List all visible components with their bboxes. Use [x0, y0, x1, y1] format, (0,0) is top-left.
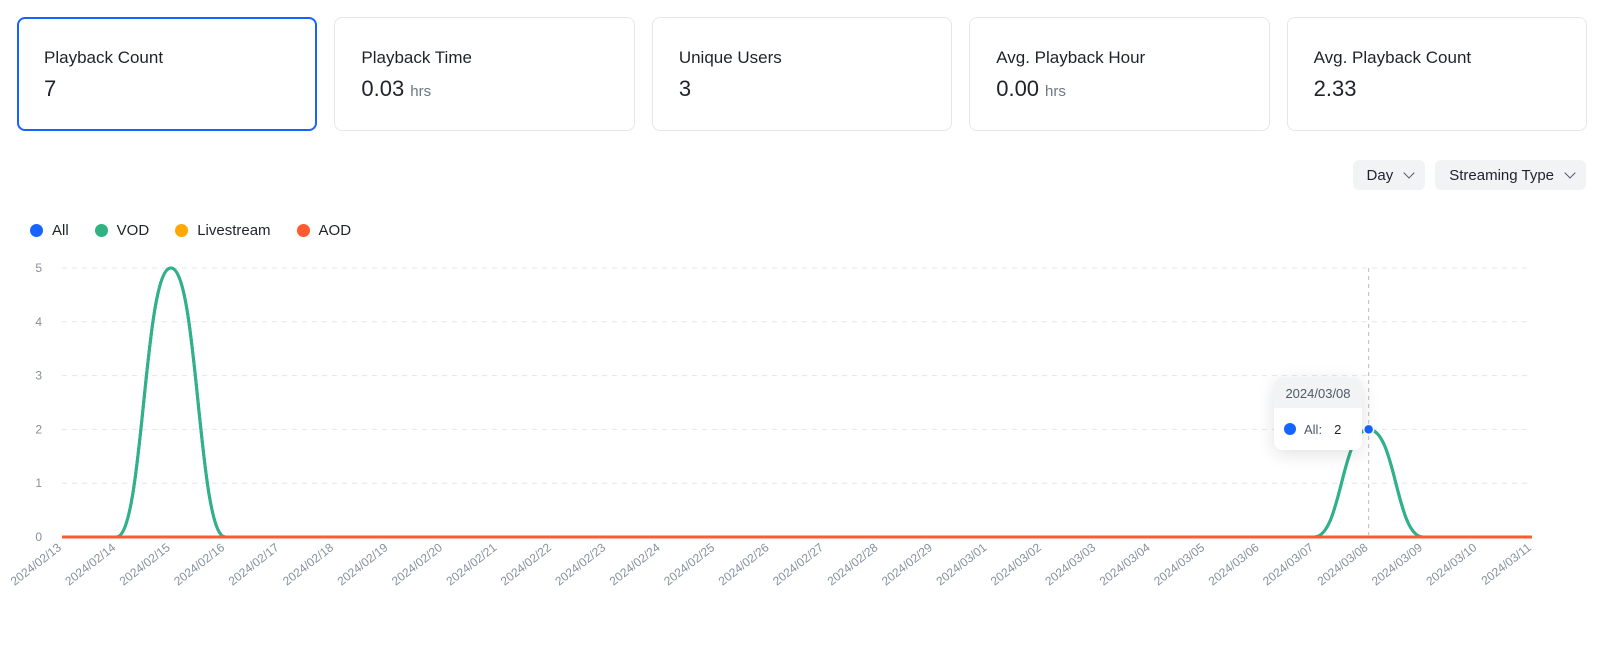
x-tick-label: 2024/03/11 — [1479, 540, 1535, 588]
card-avg-playback-count[interactable]: Avg. Playback Count 2.33 — [1286, 17, 1588, 131]
x-tick-label: 2024/03/06 — [1206, 540, 1262, 588]
tooltip-row: All: 2 — [1274, 408, 1362, 450]
x-tick-label: 2024/02/24 — [607, 540, 663, 588]
x-tick-label: 2024/02/13 — [8, 540, 64, 588]
tooltip-series-label: All: — [1304, 421, 1323, 437]
card-value: 7 — [44, 76, 290, 102]
card-unit: hrs — [410, 83, 432, 100]
legend-item-all[interactable]: All — [30, 222, 69, 239]
streaming-type-select[interactable]: Streaming Type — [1435, 160, 1586, 190]
x-tick-label: 2024/02/17 — [226, 540, 282, 588]
card-title: Avg. Playback Count — [1313, 48, 1472, 67]
legend-dot-icon — [30, 224, 43, 237]
card-avg-playback-hour[interactable]: Avg. Playback Hour 0.00 hrs — [969, 17, 1270, 131]
x-tick-label: 2024/02/23 — [552, 540, 608, 588]
card-value-number: 7 — [44, 76, 57, 101]
card-title: Unique Users — [678, 48, 782, 67]
y-tick-label: 4 — [35, 315, 42, 329]
legend-dot-icon — [175, 224, 189, 237]
x-tick-label: 2024/03/07 — [1260, 540, 1316, 588]
card-unit: hrs — [1045, 83, 1066, 100]
x-tick-label: 2024/02/18 — [280, 540, 336, 588]
chart-legend: All VOD Livestream AOD — [30, 222, 351, 239]
tooltip-value: 2 — [1334, 421, 1342, 437]
legend-dot-icon — [296, 224, 310, 237]
x-tick-label: 2024/02/19 — [335, 540, 391, 588]
legend-dot-icon — [94, 224, 108, 237]
x-tick-label: 2024/02/27 — [770, 540, 826, 588]
card-value-number: 3 — [678, 76, 692, 101]
streaming-type-select-label: Streaming Type — [1449, 166, 1554, 184]
card-playback-time[interactable]: Playback Time 0.03 hrs — [334, 17, 635, 131]
legend-item-aod[interactable]: AOD — [296, 222, 352, 239]
legend-label: All — [52, 222, 69, 239]
x-tick-label: 2024/02/25 — [661, 540, 717, 588]
x-tick-label: 2024/02/21 — [443, 540, 499, 588]
y-tick-label: 5 — [35, 261, 42, 275]
y-tick-label: 3 — [35, 369, 42, 383]
chart-tooltip: 2024/03/08 All: 2 — [1274, 378, 1362, 450]
x-tick-label: 2024/03/09 — [1369, 540, 1425, 588]
card-playback-count[interactable]: Playback Count 7 — [17, 17, 318, 131]
card-value: 0.03 hrs — [361, 76, 607, 105]
tooltip-dot-icon — [1284, 423, 1296, 435]
tooltip-date: 2024/03/08 — [1274, 378, 1362, 408]
hover-point — [1362, 423, 1375, 436]
card-value-number: 0.03 — [361, 76, 405, 101]
card-value: 3 — [679, 76, 925, 102]
legend-label: VOD — [116, 222, 150, 239]
y-tick-label: 0 — [35, 530, 42, 544]
x-tick-label: 2024/03/02 — [988, 540, 1044, 588]
x-tick-label: 2024/02/20 — [389, 540, 445, 588]
legend-item-vod[interactable]: VOD — [94, 222, 150, 239]
chevron-down-icon — [1403, 167, 1415, 179]
granularity-select-label: Day — [1366, 166, 1394, 184]
x-tick-label: 2024/02/14 — [62, 540, 118, 588]
x-tick-label: 2024/02/28 — [825, 540, 881, 588]
card-value: 0.00 hrs — [996, 76, 1242, 105]
x-tick-label: 2024/03/08 — [1315, 540, 1371, 588]
legend-item-livestream[interactable]: Livestream — [175, 222, 271, 239]
card-title: Avg. Playback Hour — [996, 48, 1146, 67]
x-tick-label: 2024/03/04 — [1097, 540, 1153, 588]
x-tick-label: 2024/02/15 — [117, 540, 173, 588]
metric-cards: Playback Count 7 Playback Time 0.03 hrs U… — [17, 17, 1588, 131]
card-title: Playback Count — [44, 48, 164, 67]
legend-label: Livestream — [197, 222, 271, 239]
y-tick-label: 1 — [35, 476, 42, 490]
x-tick-label: 2024/02/29 — [879, 540, 935, 588]
x-tick-label: 2024/02/22 — [498, 540, 554, 588]
granularity-select[interactable]: Day — [1352, 160, 1426, 190]
x-tick-label: 2024/02/26 — [716, 540, 772, 588]
y-tick-label: 2 — [35, 422, 42, 436]
x-tick-label: 2024/03/01 — [933, 540, 989, 588]
card-value-number: 0.00 — [996, 76, 1040, 101]
card-title: Playback Time — [361, 48, 472, 67]
x-tick-label: 2024/03/03 — [1042, 540, 1098, 588]
card-value: 2.33 — [1314, 76, 1560, 102]
card-value-number: 2.33 — [1313, 76, 1357, 101]
card-unique-users[interactable]: Unique Users 3 — [651, 17, 953, 131]
x-tick-label: 2024/03/05 — [1151, 540, 1207, 588]
x-tick-label: 2024/02/16 — [171, 540, 227, 588]
legend-label: AOD — [318, 222, 352, 239]
chart-controls: Day Streaming Type — [1352, 160, 1586, 190]
chevron-down-icon — [1564, 167, 1576, 179]
x-tick-label: 2024/03/10 — [1423, 540, 1479, 588]
